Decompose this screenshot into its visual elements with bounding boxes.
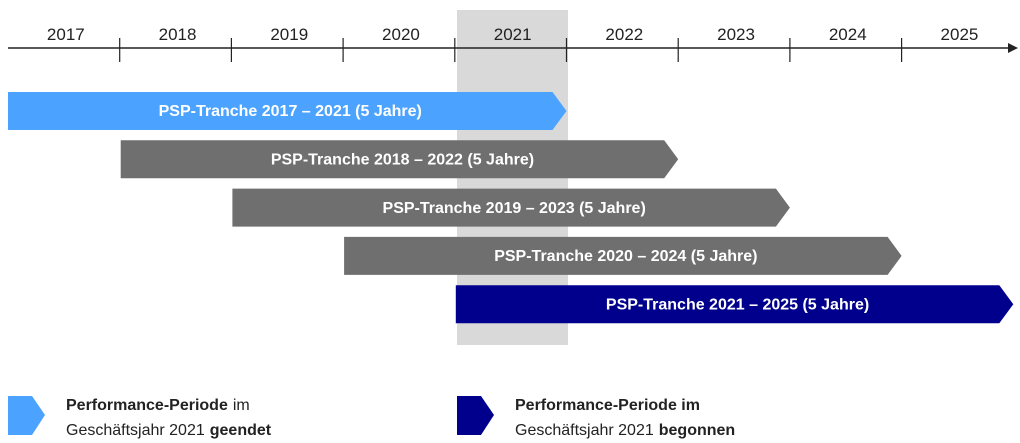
year-label: 2018: [159, 25, 197, 44]
legend-text: Performance-Periode im Geschäftsjahr 2021 g…: [66, 393, 271, 443]
tranche-label: PSP-Tranche 2019 – 2023 (5 Jahre): [383, 200, 646, 217]
tranche-label: PSP-Tranche 2020 – 2024 (5 Jahre): [494, 248, 757, 265]
legend-line: Performance-Periode im: [66, 393, 271, 418]
legend-segment: Geschäftsjahr 2021: [515, 422, 654, 439]
tranche-label: PSP-Tranche 2017 – 2021 (5 Jahre): [159, 103, 422, 120]
legend-segment: Performance-Periode: [66, 397, 228, 414]
tranche-label: PSP-Tranche 2018 – 2022 (5 Jahre): [271, 152, 534, 169]
year-label: 2022: [605, 25, 643, 44]
legend-text: Performance-Periode im Geschäftsjahr 2021…: [515, 393, 735, 443]
legend-line: Geschäftsjahr 2021 geendet: [66, 418, 271, 443]
year-label: 2024: [829, 25, 867, 44]
year-label: 2025: [941, 25, 979, 44]
year-label: 2017: [47, 25, 85, 44]
tranche-bar: [8, 92, 567, 130]
legend-line: Performance-Periode im: [515, 393, 735, 418]
year-label: 2019: [270, 25, 308, 44]
legend-segment: Performance-Periode im: [515, 397, 700, 414]
tranche-bar: [344, 236, 902, 275]
axis-arrow: [1008, 43, 1018, 53]
tranche-bar: [455, 285, 1014, 324]
year-label: 2023: [717, 25, 755, 44]
year-label: 2020: [382, 25, 420, 44]
year-label: 2021: [494, 25, 532, 44]
legend-segment: begonnen: [658, 422, 736, 439]
tranche-bar: [120, 140, 679, 179]
legend-icon: [457, 396, 494, 435]
legend-line: Geschäftsjahr 2021 begonnen: [515, 418, 735, 443]
legend-icon: [8, 396, 45, 435]
legend-segment: im: [232, 397, 250, 414]
tranche-bar: [232, 188, 790, 227]
legend-segment: geendet: [209, 422, 272, 439]
tranche-label: PSP-Tranche 2021 – 2025 (5 Jahre): [606, 296, 869, 313]
legend-segment: Geschäftsjahr 2021: [66, 422, 205, 439]
